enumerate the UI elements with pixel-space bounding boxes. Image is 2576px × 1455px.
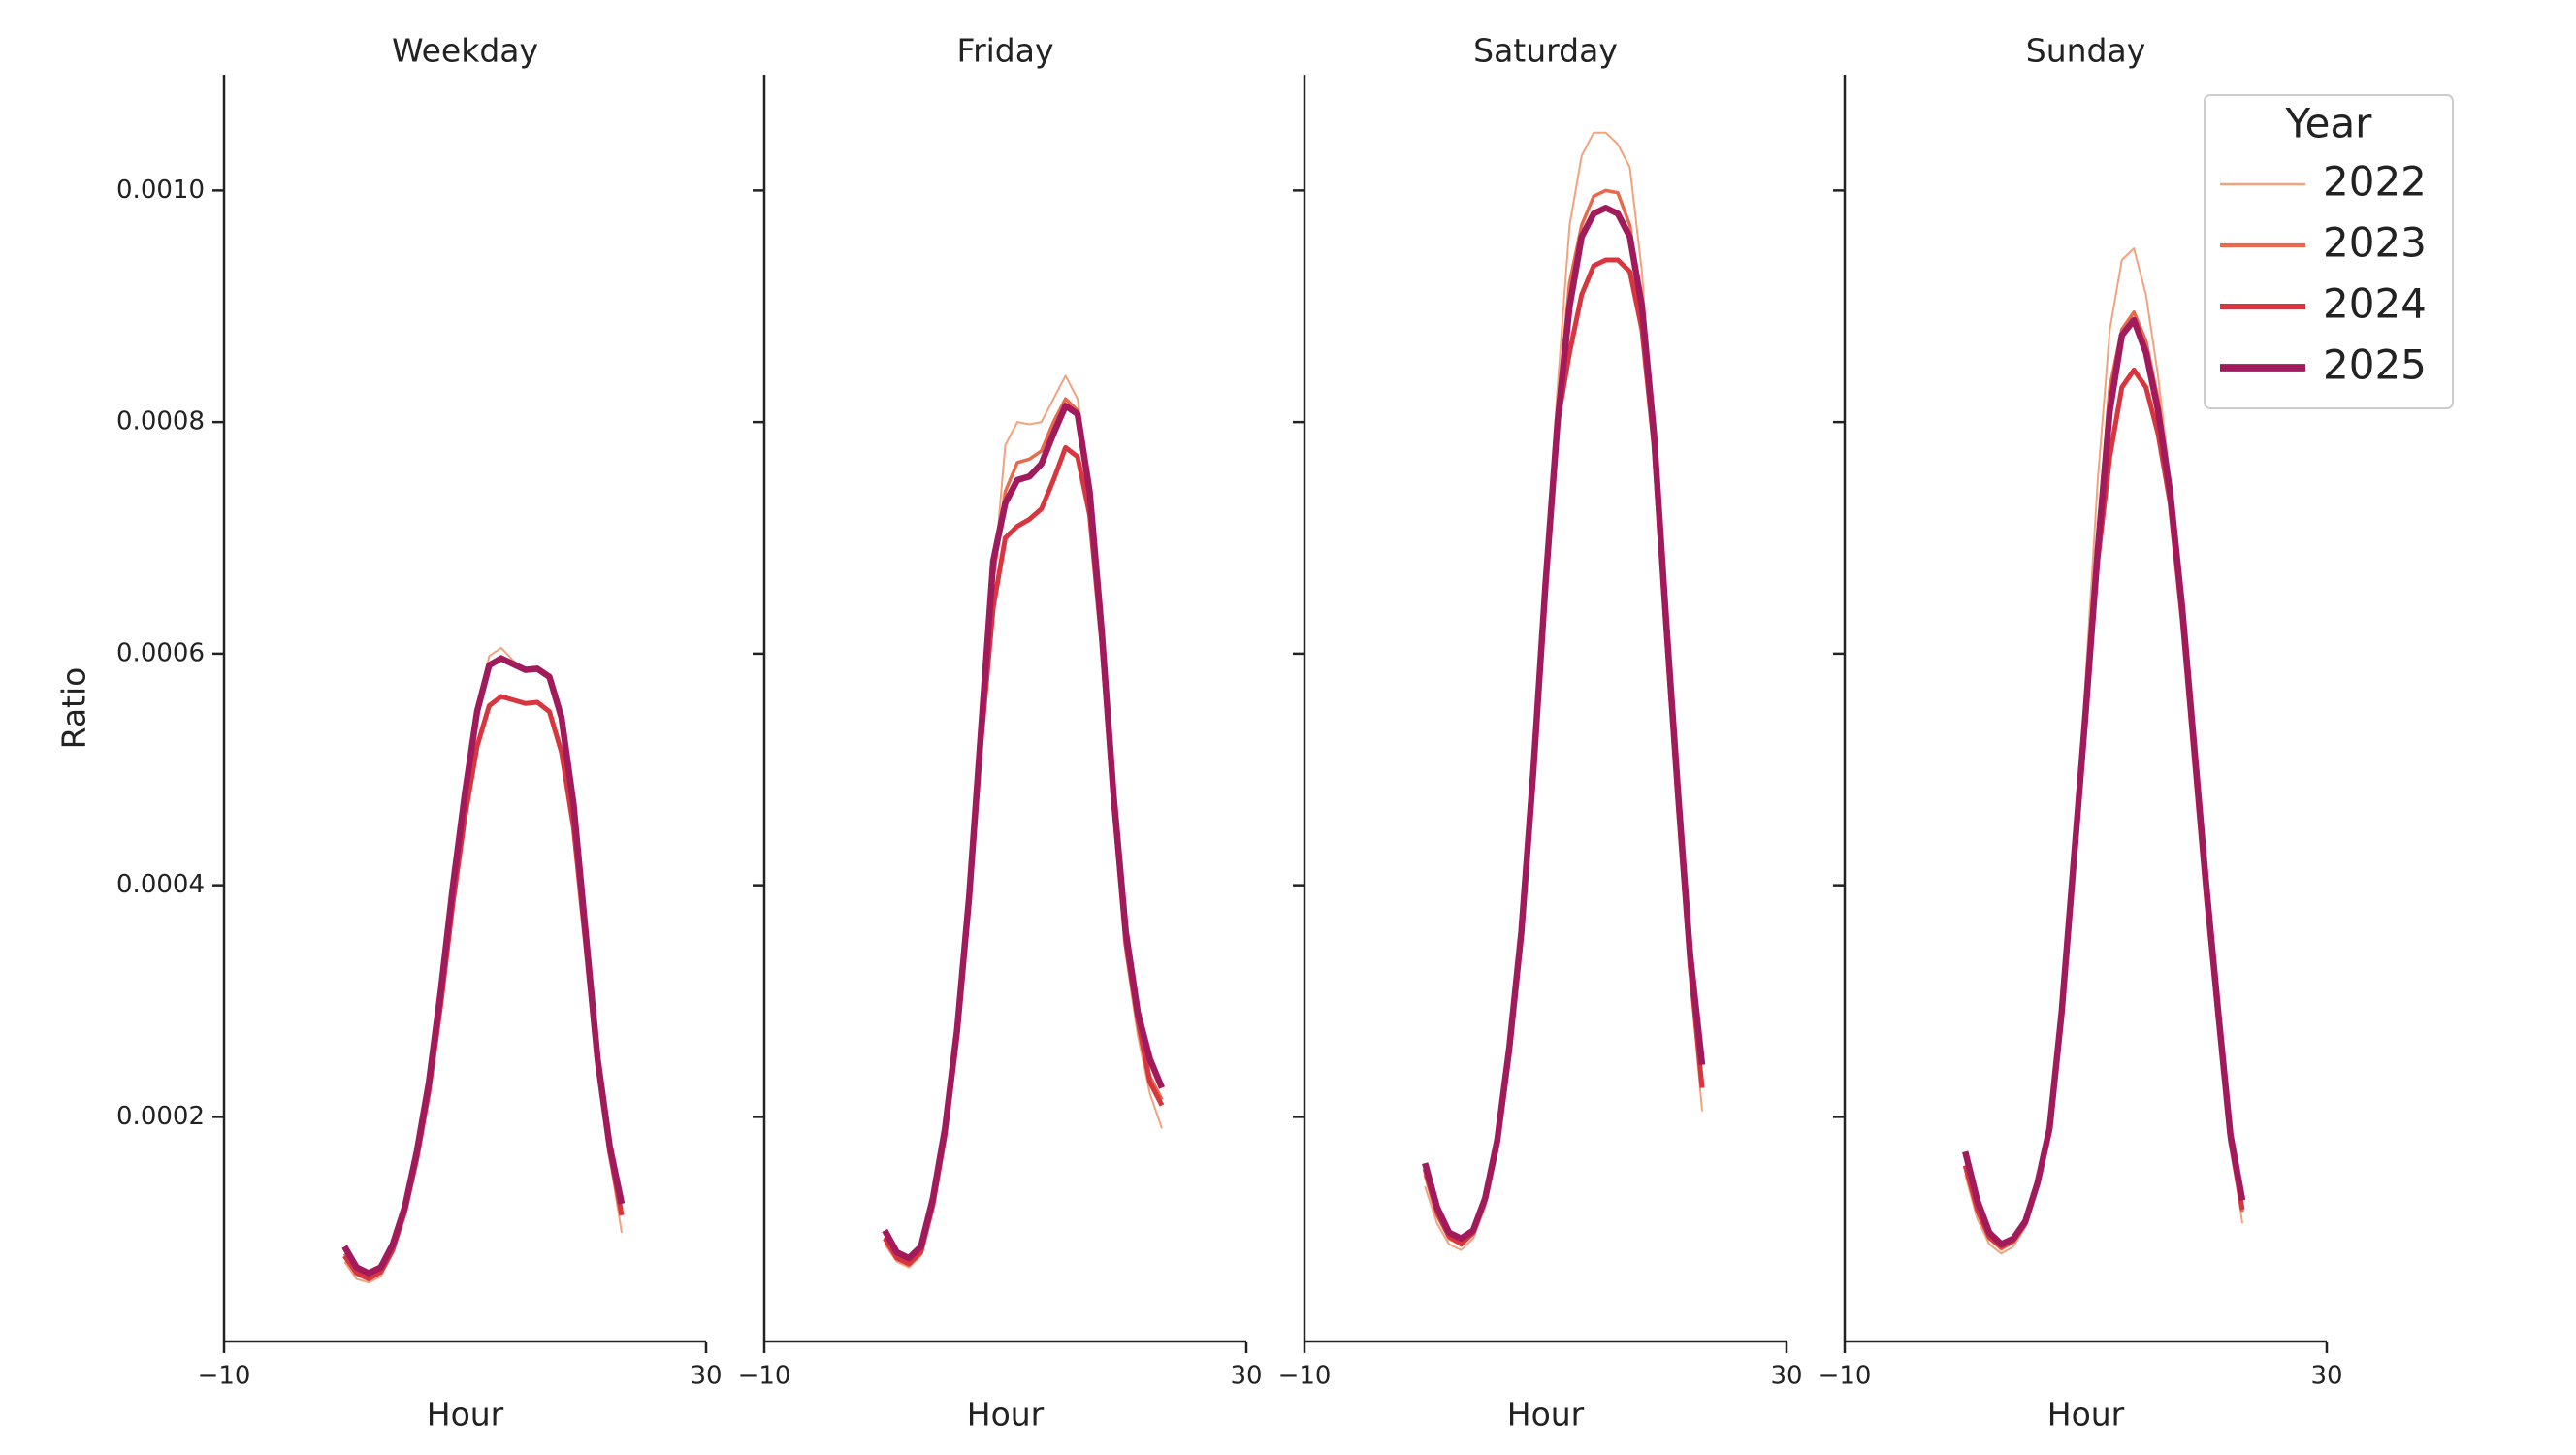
legend-label: 2024	[2323, 280, 2427, 328]
y-axis-label: Ratio	[55, 667, 93, 750]
series-line	[341, 655, 626, 1277]
y-tick-label: 0.0010	[116, 176, 205, 205]
y-tick-label: 0.0002	[116, 1102, 205, 1131]
series-line	[884, 374, 1163, 1269]
x-tick-label: −10	[1278, 1362, 1332, 1391]
legend-label: 2025	[2323, 341, 2427, 389]
y-tick-label: 0.0004	[116, 870, 205, 899]
series-line	[342, 655, 624, 1278]
x-axis-label: Hour	[427, 1396, 504, 1434]
series-line	[343, 646, 624, 1284]
x-tick-label: 30	[1230, 1362, 1262, 1391]
legend-label: 2023	[2323, 219, 2427, 267]
series-line	[1964, 247, 2244, 1255]
legend-label: 2022	[2323, 158, 2427, 206]
x-tick-label: −10	[738, 1362, 791, 1391]
series-line	[1422, 257, 1705, 1247]
x-axis-label: Hour	[2047, 1396, 2125, 1434]
legend-title: Year	[2285, 100, 2373, 147]
y-tick-label: 0.0008	[116, 407, 205, 436]
x-tick-label: −10	[1819, 1362, 1872, 1391]
series-line	[1424, 131, 1704, 1251]
legend: Year 2022 2023 2024 2025	[2204, 94, 2454, 409]
series-line	[883, 397, 1164, 1264]
panel-title: Friday	[956, 32, 1053, 70]
x-axis-label: Hour	[1507, 1396, 1585, 1434]
series-line	[342, 694, 625, 1282]
legend-box	[2204, 94, 2454, 409]
panel-title: Saturday	[1473, 32, 1618, 70]
x-tick-label: 30	[690, 1362, 722, 1391]
panel-title: Weekday	[392, 32, 538, 70]
x-tick-label: 30	[2310, 1362, 2342, 1391]
panel-title: Sunday	[2026, 32, 2145, 70]
series-line	[1422, 205, 1706, 1242]
x-tick-label: −10	[198, 1362, 251, 1391]
x-tick-label: 30	[1770, 1362, 1802, 1391]
x-axis-label: Hour	[967, 1396, 1045, 1434]
series-line	[882, 403, 1166, 1262]
series-line	[1962, 316, 2246, 1247]
y-tick-label: 0.0006	[116, 638, 205, 667]
